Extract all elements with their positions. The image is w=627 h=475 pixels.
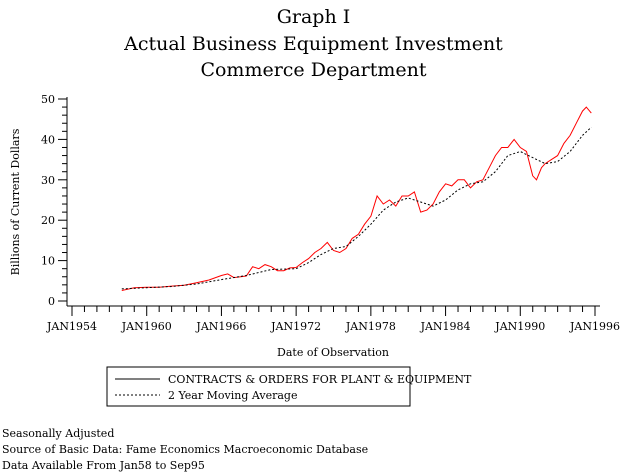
x-tick-label: JAN1972 [270, 320, 321, 333]
legend-label-average: 2 Year Moving Average [168, 389, 297, 402]
footer-note-2: Source of Basic Data: Fame Economics Mac… [2, 443, 369, 456]
y-tick-label: 50 [41, 93, 55, 106]
chart-title-line-3: Commerce Department [200, 59, 427, 81]
x-tick-label: JAN1966 [195, 320, 246, 333]
chart-title-line-1: Graph I [276, 6, 351, 28]
y-tick-label: 40 [41, 133, 55, 146]
footer-note-1: Seasonally Adjusted [2, 427, 115, 440]
y-tick-label: 10 [41, 255, 55, 268]
y-tick-label: 20 [41, 214, 55, 227]
x-tick-label: JAN1960 [121, 320, 172, 333]
x-tick-label: JAN1954 [46, 320, 97, 333]
series-line-contracts-orders [121, 106, 592, 291]
footer-note-3: Data Available From Jan58 to Sep95 [2, 459, 205, 472]
x-tick-label: JAN1996 [569, 320, 620, 333]
y-axis-label: Billions of Current Dollars [9, 128, 22, 275]
series-line-moving-average [121, 126, 592, 290]
legend: CONTRACTS & ORDERS FOR PLANT & EQUIPMENT… [106, 366, 472, 407]
legend-box [106, 366, 411, 407]
x-tick-label: JAN1978 [345, 320, 396, 333]
y-tick-label: 0 [48, 295, 55, 308]
x-axis-label: Date of Observation [277, 346, 389, 359]
x-tick-label: JAN1990 [494, 320, 545, 333]
legend-label-actual: CONTRACTS & ORDERS FOR PLANT & EQUIPMENT [168, 373, 472, 386]
y-tick-label: 30 [41, 174, 55, 187]
x-tick-label: JAN1984 [420, 320, 471, 333]
chart-title-line-2: Actual Business Equipment Investment [124, 33, 503, 55]
